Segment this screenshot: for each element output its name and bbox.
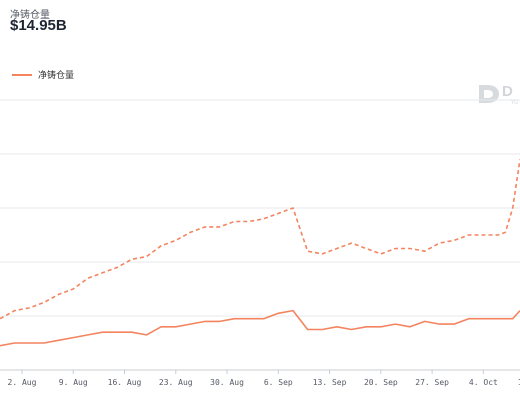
metric-label: 净铸仓量: [10, 10, 50, 21]
x-tick-label: 11. Oct: [518, 378, 520, 387]
watermark-subtext: Yo: [510, 99, 518, 106]
series-line-dashed[interactable]: [0, 159, 520, 320]
legend-swatch: [12, 73, 32, 76]
x-tick-label: 13. Sep: [313, 378, 347, 387]
x-axis: 2. Aug 9. Aug 16. Aug 23. Aug 30. Aug 6. Sep 1…: [0, 369, 520, 387]
series-line[interactable]: [0, 309, 520, 347]
watermark-text: D: [502, 83, 513, 100]
metric-value: $14.95B: [10, 17, 67, 34]
x-tick-label: 4. Oct: [469, 378, 498, 387]
x-tick-label: 20. Sep: [364, 378, 398, 387]
x-tick-label: 16. Aug: [108, 378, 142, 387]
x-tick-label: 2. Aug: [8, 378, 37, 387]
x-tick-label: 9. Aug: [59, 378, 88, 387]
x-tick-label: 27. Sep: [415, 378, 449, 387]
x-tick-label: 23. Aug: [159, 378, 193, 387]
series-lines: [0, 159, 520, 347]
grid-lines: [0, 99, 520, 317]
watermark-icon: [479, 85, 499, 103]
x-tick-label: 30. Aug: [210, 378, 244, 387]
watermark-logo: D Yo: [478, 83, 518, 106]
chart-legend[interactable]: 净铸仓量: [12, 68, 74, 81]
legend-label: 净铸仓量: [38, 70, 75, 80]
x-tick-label: 6. Sep: [264, 378, 293, 387]
